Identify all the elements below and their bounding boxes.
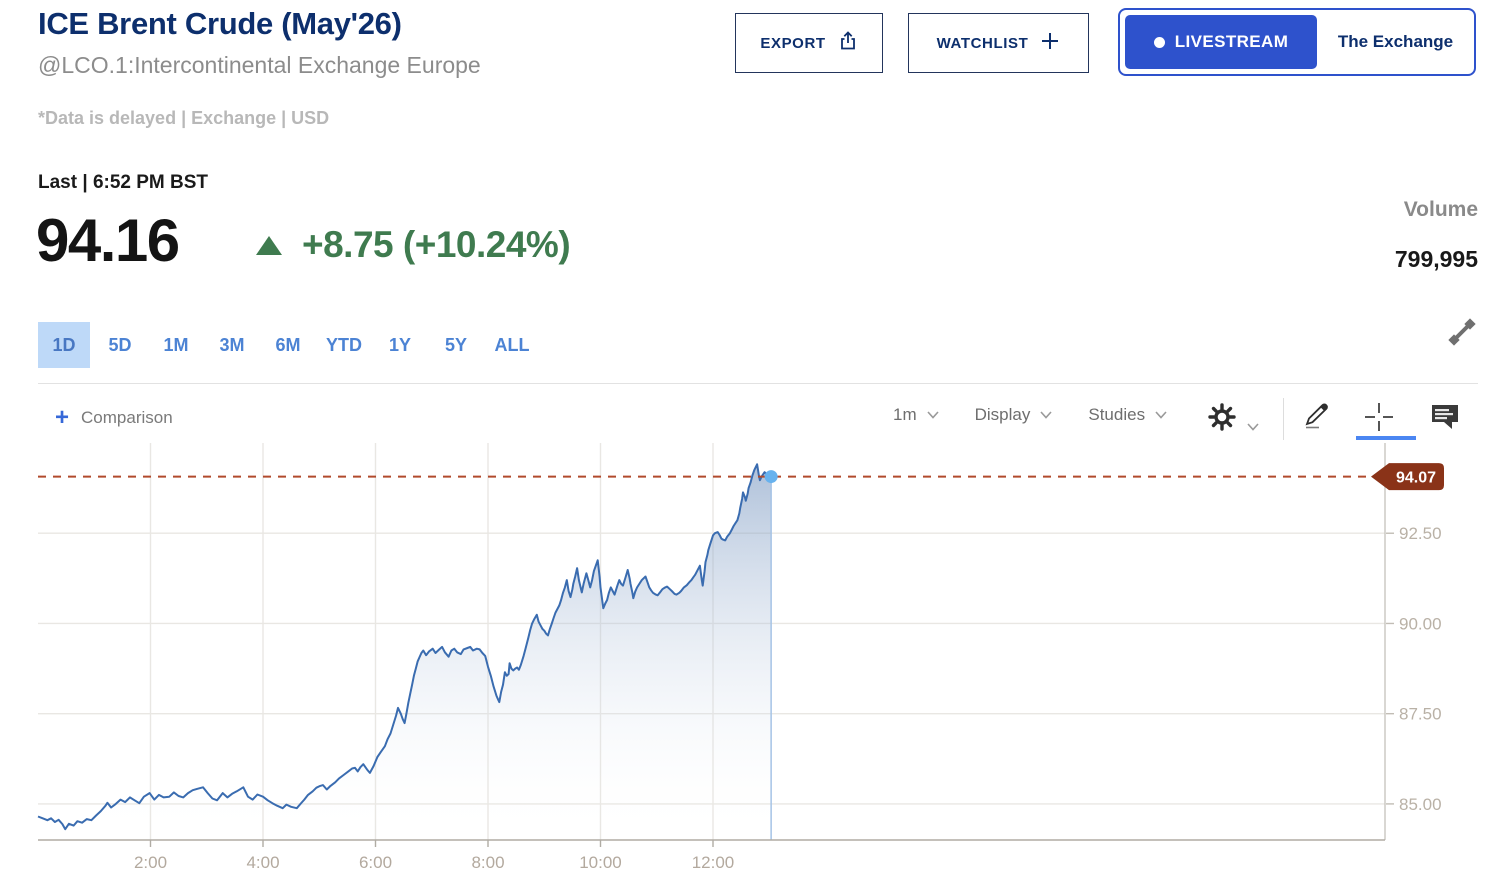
plus-icon [1040,31,1060,55]
volume-label: Volume [1403,198,1478,221]
tab-all[interactable]: ALL [494,334,530,355]
y-axis-label: 92.50 [1399,524,1442,543]
section-divider [38,383,1478,384]
livestream-panel: LIVESTREAM The Exchange [1118,8,1476,76]
x-axis-label: 6:00 [359,853,392,872]
x-axis-label: 4:00 [246,853,279,872]
live-dot-icon [1153,36,1165,48]
volume-value: 799,995 [1394,246,1478,272]
dropdown-display[interactable]: Display [975,405,1053,425]
comments-icon[interactable] [1428,400,1462,434]
watchlist-button[interactable]: WATCHLIST [908,13,1089,73]
chart-dropdowns: 1m Display Studies [893,405,1167,425]
price-change: +8.75 (+10.24%) [302,224,571,265]
y-axis-label: 85.00 [1399,795,1442,814]
last-price-badge-label: 94.07 [1396,470,1436,487]
series-end-dot [764,470,778,484]
gear-chevron-down-icon[interactable] [1236,410,1270,444]
export-label: EXPORT [760,34,826,52]
fullscreen-expand-icon[interactable] [1446,316,1478,348]
symbol-subtitle: @LCO.1:Intercontinental Exchange Europe [38,52,481,78]
export-icon [838,31,858,55]
tab-5y[interactable]: 5Y [444,334,468,355]
exchange-show-label: The Exchange [1337,32,1454,51]
tab-6m[interactable]: 6M [275,334,301,355]
y-axis-label: 87.50 [1399,705,1442,724]
last-price-badge [1371,463,1444,491]
active-tool-underline [1356,436,1416,440]
price-line [37,463,772,831]
livestream-label: LIVESTREAM [1174,32,1289,51]
range-tab-bar: 1D 5D 1M 3M 6M YTD 1Y 5Y ALL [38,322,538,368]
dropdown-label: 1m [893,405,917,424]
dropdown-label: Studies [1088,405,1146,424]
tab-3m[interactable]: 3M [219,334,245,355]
x-axis-label: 12:00 [692,853,735,872]
add-comparison-button[interactable]: + Comparison [55,404,173,431]
dropdown-label: Display [974,405,1031,424]
dropdown-1m[interactable]: 1m [893,405,939,425]
watchlist-label: WATCHLIST [936,34,1029,52]
tab-5d[interactable]: 5D [108,334,132,355]
tab-ytd[interactable]: YTD [326,334,362,355]
livestream-button[interactable]: LIVESTREAM [1125,15,1317,69]
export-button[interactable]: EXPORT [735,13,883,73]
chevron-down-icon [927,411,939,419]
comparison-label: Comparison [81,408,173,427]
x-axis-label: 10:00 [579,853,622,872]
toolbar-divider [1283,398,1284,440]
up-triangle-icon [256,236,282,255]
tab-1d[interactable]: 1D [38,322,90,368]
plus-icon: + [55,404,70,431]
chevron-down-icon [1155,411,1167,419]
data-delay-note: *Data is delayed | Exchange | USD [38,108,330,128]
chart-settings-gear-icon[interactable] [1205,400,1239,434]
draw-pencil-icon[interactable] [1300,400,1334,434]
chevron-down-icon [1040,411,1052,419]
page-title: ICE Brent Crude (May'26) [38,6,402,41]
tab-1m[interactable]: 1M [163,334,189,355]
last-trade-time: Last | 6:52 PM BST [38,172,209,193]
crosshair-tool-icon[interactable] [1362,400,1396,434]
last-price: 94.16 [36,207,180,274]
dropdown-studies[interactable]: Studies [1088,405,1167,425]
y-axis-label: 90.00 [1399,614,1442,633]
tab-1y[interactable]: 1Y [388,334,412,355]
x-axis-label: 8:00 [471,853,504,872]
x-axis-label: 2:00 [134,853,167,872]
area-fill [38,464,772,840]
